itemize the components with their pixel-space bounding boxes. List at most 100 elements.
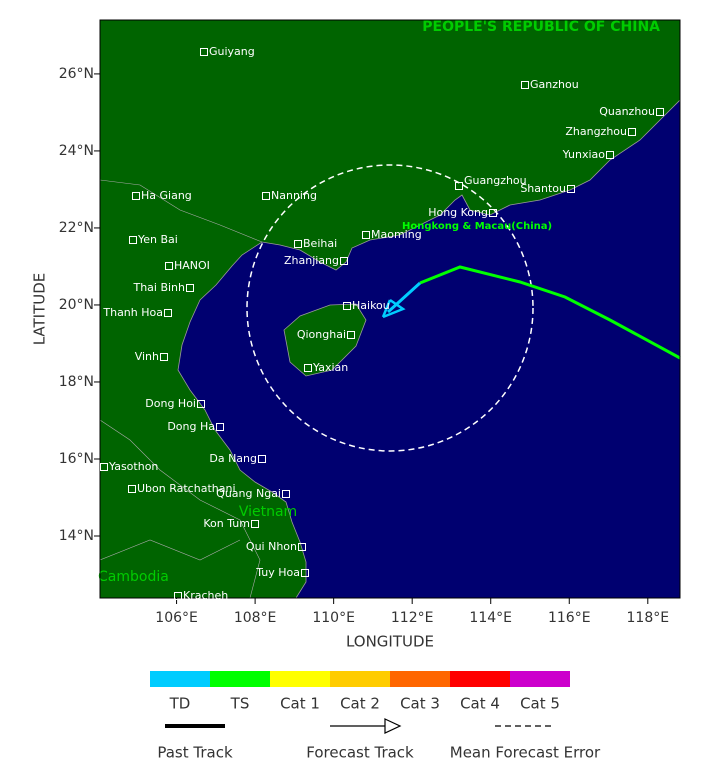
legend-swatch xyxy=(210,671,270,687)
city-label: Yasothon xyxy=(108,460,158,473)
city-marker xyxy=(129,236,137,244)
hainan xyxy=(283,303,367,377)
city-marker xyxy=(165,262,173,270)
legend-swatch xyxy=(330,671,390,687)
city-marker xyxy=(216,423,224,431)
city-label: Hong Kong xyxy=(428,206,488,219)
city-marker xyxy=(343,302,351,310)
city-label: Kracheh xyxy=(183,589,228,602)
city-marker xyxy=(251,520,259,528)
x-tick-label: 112°E xyxy=(391,610,434,626)
city-label: Maoming xyxy=(371,228,422,241)
y-tick-label: 14°N xyxy=(59,528,94,544)
city-label: Beihai xyxy=(303,237,337,250)
frame xyxy=(99,19,681,599)
city-marker xyxy=(197,400,205,408)
city-marker xyxy=(174,592,182,600)
td-track xyxy=(386,281,422,314)
city-label: Haikou xyxy=(352,299,390,312)
city-marker xyxy=(258,455,266,463)
forecast-arrow xyxy=(381,298,406,319)
y-tick-label: 20°N xyxy=(59,297,94,313)
city-label: Yunxiao xyxy=(562,148,606,161)
city-marker xyxy=(298,543,306,551)
x-tick-label: 106°E xyxy=(155,610,198,626)
track-legend-label: Forecast Track xyxy=(306,744,414,760)
city-label: Dong Ha xyxy=(167,420,215,433)
city-label: Ganzhou xyxy=(530,78,579,91)
city-marker xyxy=(489,209,497,217)
mean-error-circle xyxy=(246,164,534,452)
land xyxy=(100,20,680,598)
city-marker xyxy=(100,463,108,471)
x-tick-label: 116°E xyxy=(548,610,591,626)
city-marker xyxy=(160,353,168,361)
x-tick-label: 114°E xyxy=(469,610,512,626)
city-label: Tuy Hoa xyxy=(255,566,300,579)
city-marker xyxy=(282,490,290,498)
x-tick-label: 108°E xyxy=(234,610,277,626)
city-label: Ubon Ratchathani xyxy=(137,482,236,495)
legend-label: Cat 4 xyxy=(460,695,500,713)
track-legend-label: Past Track xyxy=(157,744,233,760)
forecast-track-sample xyxy=(330,718,402,734)
legend-swatch xyxy=(510,671,570,687)
city-marker xyxy=(262,192,270,200)
city-label: Guangzhou xyxy=(464,174,527,187)
city-label: Kon Tum xyxy=(203,517,250,530)
legend-swatch xyxy=(450,671,510,687)
city-label: HANOI xyxy=(174,259,210,272)
region-label: Hongkong & Macau(China) xyxy=(402,221,552,232)
city-marker xyxy=(340,257,348,265)
city-marker xyxy=(132,192,140,200)
city-label: Quanzhou xyxy=(599,105,655,118)
city-label: Qui Nhon xyxy=(246,540,297,553)
track-legend-label: Mean Forecast Error xyxy=(450,744,601,760)
city-label: Yen Bai xyxy=(137,233,178,246)
city-label: Thanh Hoa xyxy=(102,306,163,319)
city-marker xyxy=(362,231,370,239)
legend-label: TD xyxy=(169,695,191,713)
city-label: Ha Giang xyxy=(141,189,192,202)
city-label: Thai Binh xyxy=(132,281,185,294)
city-label: Da Nang xyxy=(209,452,257,465)
city-marker xyxy=(294,240,302,248)
city-label: Shantou xyxy=(520,182,566,195)
y-tick-label: 22°N xyxy=(59,220,94,236)
city-marker xyxy=(164,309,172,317)
city-marker xyxy=(200,48,208,56)
country-label: Cambodia xyxy=(98,569,169,585)
legend-label: Cat 5 xyxy=(520,695,560,713)
city-marker xyxy=(656,108,664,116)
country-label: PEOPLE'S REPUBLIC OF CHINA xyxy=(422,19,660,35)
y-tick-label: 18°N xyxy=(59,374,94,390)
city-marker xyxy=(128,485,136,493)
city-marker xyxy=(521,81,529,89)
city-marker xyxy=(567,185,575,193)
y-axis-label: LATITUDE xyxy=(31,273,49,346)
borders xyxy=(100,179,263,598)
city-label: Vinh xyxy=(135,350,159,363)
y-tick-label: 24°N xyxy=(59,143,94,159)
city-marker xyxy=(628,128,636,136)
city-marker xyxy=(301,569,309,577)
city-label: Nanning xyxy=(271,189,317,202)
ts-track xyxy=(419,265,681,360)
x-tick-label: 110°E xyxy=(312,610,355,626)
legend-label: Cat 2 xyxy=(340,695,380,713)
legend-swatch xyxy=(150,671,210,687)
legend-swatch xyxy=(390,671,450,687)
city-label: Dong Hoi xyxy=(145,397,196,410)
x-tick-label: 118°E xyxy=(627,610,670,626)
legend-label: Cat 3 xyxy=(400,695,440,713)
city-marker xyxy=(347,331,355,339)
legend-swatch xyxy=(270,671,330,687)
city-marker xyxy=(304,364,312,372)
city-marker xyxy=(606,151,614,159)
city-label: Yaxian xyxy=(312,361,348,374)
city-label: Guiyang xyxy=(209,45,255,58)
city-label: Quang Ngai xyxy=(216,487,281,500)
y-tick-label: 16°N xyxy=(59,451,94,467)
y-tick-label: 26°N xyxy=(59,66,94,82)
